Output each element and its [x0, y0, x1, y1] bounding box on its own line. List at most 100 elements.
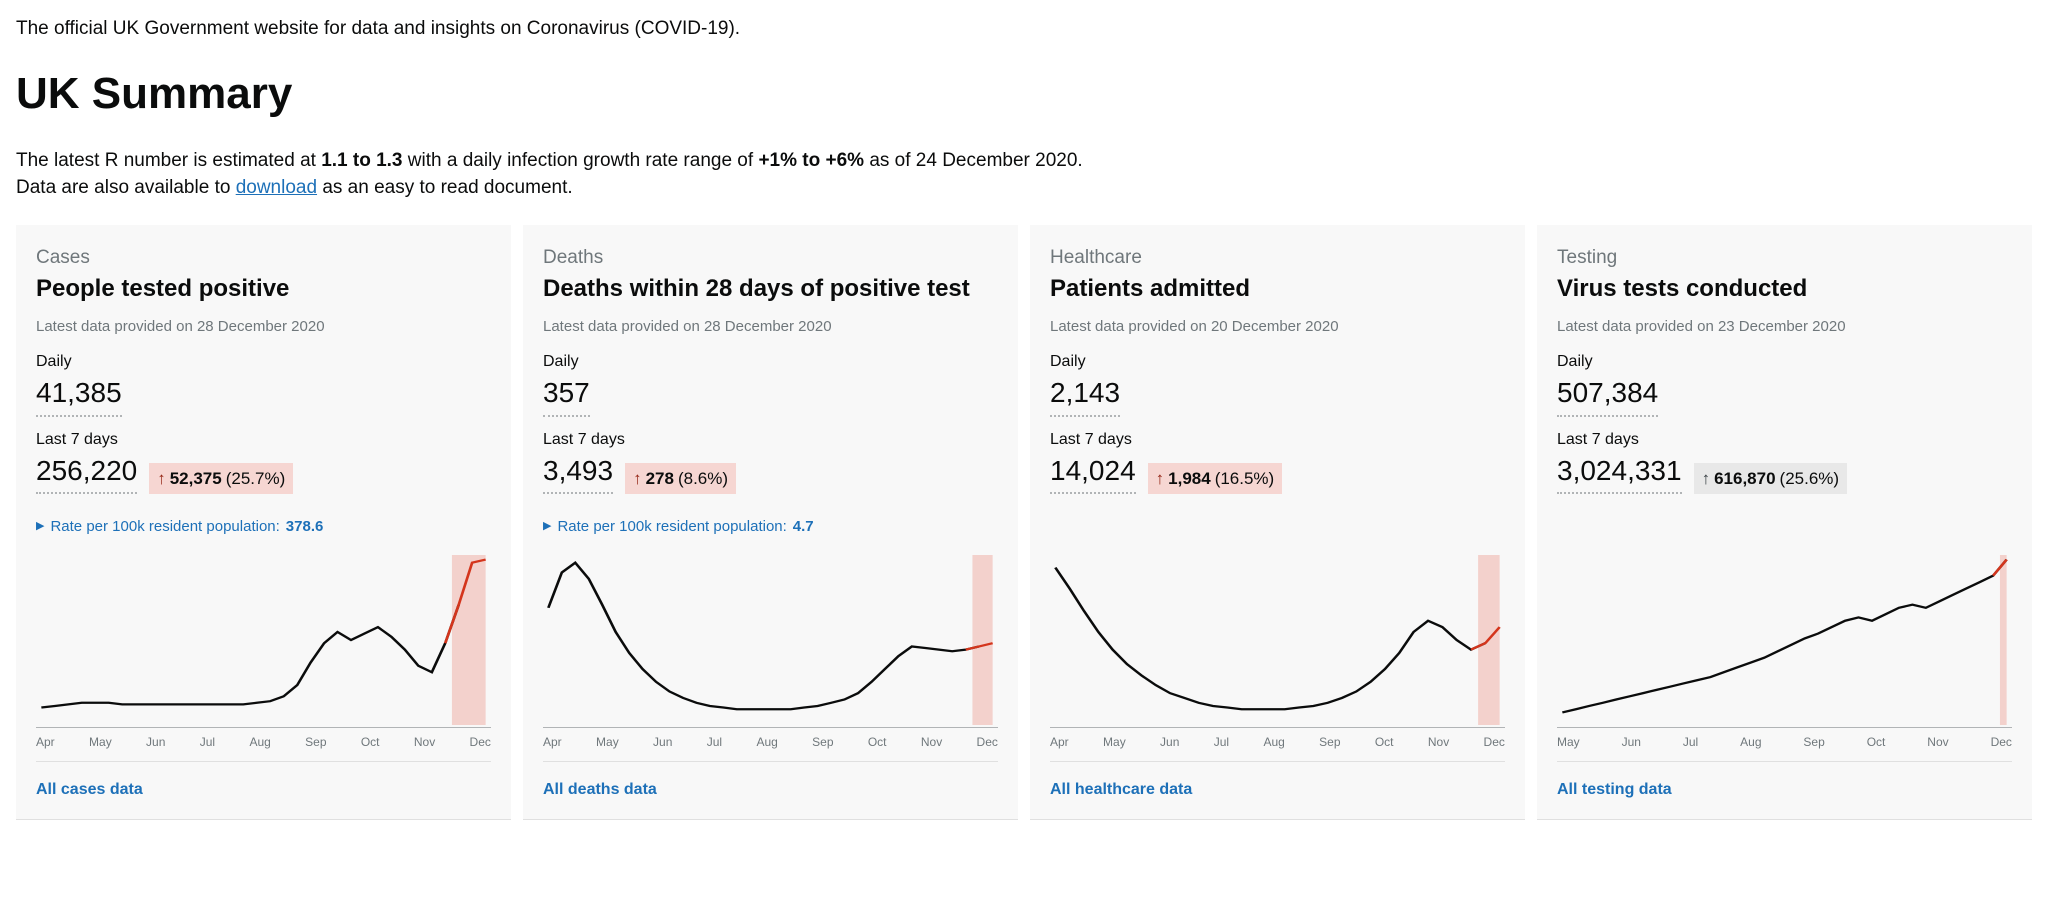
sparkline-chart — [36, 555, 491, 725]
x-tick-label: Oct — [1375, 734, 1394, 751]
x-tick-label: Oct — [868, 734, 887, 751]
triangle-right-icon: ▶ — [543, 519, 551, 534]
change-value: 278 — [646, 467, 674, 491]
change-badge: ↑52,375 (25.7%) — [149, 463, 293, 495]
last7-label: Last 7 days — [543, 429, 998, 451]
card-data-date: Latest data provided on 28 December 2020 — [543, 316, 998, 337]
x-tick-label: Dec — [1991, 734, 2012, 751]
change-badge: ↑616,870 (25.6%) — [1694, 463, 1847, 495]
r-number-range: 1.1 to 1.3 — [321, 150, 402, 171]
card-footer-link[interactable]: All healthcare data — [1050, 781, 1192, 798]
intro-text: with a daily infection growth rate range… — [408, 150, 759, 171]
daily-value: 2,143 — [1050, 373, 1120, 416]
chart-x-axis: AprMayJunJulAugSepOctNovDec — [543, 727, 998, 751]
chart-x-axis: MayJunJulAugSepOctNovDec — [1557, 727, 2012, 751]
x-tick-label: Dec — [977, 734, 998, 751]
x-tick-label: Apr — [1050, 734, 1069, 751]
rate-value: 378.6 — [286, 516, 324, 537]
x-tick-label: Nov — [1927, 734, 1948, 751]
daily-value: 357 — [543, 373, 590, 416]
rate-disclosure[interactable]: ▶Rate per 100k resident population: 378.… — [36, 516, 491, 537]
daily-label: Daily — [543, 351, 998, 373]
x-tick-label: May — [89, 734, 112, 751]
change-badge: ↑278 (8.6%) — [625, 463, 736, 495]
change-badge: ↑1,984 (16.5%) — [1148, 463, 1283, 495]
sparkline-chart — [1050, 555, 1505, 725]
card-footer-link[interactable]: All testing data — [1557, 781, 1672, 798]
change-value: 52,375 — [170, 467, 222, 491]
summary-card-deaths: DeathsDeaths within 28 days of positive … — [523, 225, 1018, 819]
rate-disclosure[interactable]: ▶Rate per 100k resident population: 4.7 — [543, 516, 998, 537]
change-percent: (8.6%) — [678, 467, 728, 491]
x-tick-label: Sep — [812, 734, 833, 751]
arrow-up-icon: ↑ — [1702, 467, 1711, 491]
x-tick-label: Dec — [1484, 734, 1505, 751]
daily-value: 41,385 — [36, 373, 122, 416]
chart-x-axis: Apr May Jun Jul Aug Sep Oct Nov Dec — [36, 727, 491, 751]
card-title: People tested positive — [36, 274, 491, 304]
last7-label: Last 7 days — [36, 429, 491, 451]
rate-label: Rate per 100k resident population: — [557, 516, 786, 537]
change-percent: (25.7%) — [226, 467, 286, 491]
x-tick-label: Sep — [305, 734, 326, 751]
card-category: Testing — [1557, 245, 2012, 272]
summary-card-cases: CasesPeople tested positiveLatest data p… — [16, 225, 511, 819]
card-data-date: Latest data provided on 23 December 2020 — [1557, 316, 2012, 337]
x-tick-label: May — [1103, 734, 1126, 751]
growth-rate-range: +1% to +6% — [758, 150, 864, 171]
intro-text: The latest R number is estimated at — [16, 150, 321, 171]
sparkline-chart — [1557, 555, 2012, 725]
card-category: Cases — [36, 245, 491, 272]
last7-value: 3,493 — [543, 451, 613, 494]
x-tick-label: May — [1557, 734, 1580, 751]
x-tick-label: Jul — [200, 734, 215, 751]
daily-value: 507,384 — [1557, 373, 1658, 416]
x-tick-label: Oct — [361, 734, 380, 751]
sparkline-chart — [543, 555, 998, 725]
x-tick-label: Jun — [146, 734, 165, 751]
card-data-date: Latest data provided on 20 December 2020 — [1050, 316, 1505, 337]
intro-text: as of 24 December 2020. — [869, 150, 1082, 171]
download-text: as an easy to read document. — [322, 177, 572, 198]
daily-label: Daily — [1557, 351, 2012, 373]
change-value: 616,870 — [1714, 467, 1775, 491]
last7-label: Last 7 days — [1050, 429, 1505, 451]
card-title: Patients admitted — [1050, 274, 1505, 304]
x-tick-label: Aug — [1263, 734, 1284, 751]
last7-value: 14,024 — [1050, 451, 1136, 494]
summary-cards-grid: CasesPeople tested positive Latest data p… — [16, 225, 2032, 819]
chart-x-axis: AprMayJunJulAugSepOctNovDec — [1050, 727, 1505, 751]
x-tick-label: Aug — [1740, 734, 1761, 751]
card-category: Deaths — [543, 245, 998, 272]
card-footer-link[interactable]: All cases data — [36, 781, 143, 798]
x-tick-label: Dec — [470, 734, 491, 751]
daily-label: Daily — [1050, 351, 1505, 373]
x-tick-label: Sep — [1319, 734, 1340, 751]
card-title: Deaths within 28 days of positive test — [543, 274, 998, 304]
change-value: 1,984 — [1168, 467, 1211, 491]
x-tick-label: Apr — [36, 734, 55, 751]
x-tick-label: Jul — [707, 734, 722, 751]
download-link[interactable]: download — [236, 177, 317, 198]
arrow-up-icon: ↑ — [157, 467, 166, 491]
summary-card-testing: TestingVirus tests conductedLatest data … — [1537, 225, 2032, 819]
x-tick-label: Aug — [249, 734, 270, 751]
x-tick-label: Apr — [543, 734, 562, 751]
x-tick-label: Jul — [1214, 734, 1229, 751]
arrow-up-icon: ↑ — [1156, 467, 1165, 491]
x-tick-label: Jun — [1160, 734, 1179, 751]
site-tagline: The official UK Government website for d… — [16, 16, 2032, 43]
last7-label: Last 7 days — [1557, 429, 2012, 451]
download-text: Data are also available to — [16, 177, 236, 198]
daily-label: Daily — [36, 351, 491, 373]
x-tick-label: Jun — [653, 734, 672, 751]
summary-intro: The latest R number is estimated at 1.1 … — [16, 148, 2032, 201]
x-tick-label: Nov — [414, 734, 435, 751]
x-tick-label: Oct — [1867, 734, 1886, 751]
arrow-up-icon: ↑ — [633, 467, 642, 491]
x-tick-label: Jul — [1683, 734, 1698, 751]
last7-value: 3,024,331 — [1557, 451, 1682, 494]
last7-value: 256,220 — [36, 451, 137, 494]
card-footer-link[interactable]: All deaths data — [543, 781, 657, 798]
change-percent: (25.6%) — [1780, 467, 1840, 491]
